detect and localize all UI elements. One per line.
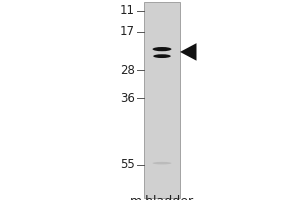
Text: 28: 28 xyxy=(120,64,135,77)
Text: 55: 55 xyxy=(120,158,135,171)
Text: 36: 36 xyxy=(120,92,135,105)
Ellipse shape xyxy=(153,54,171,58)
Bar xyxy=(144,2,180,198)
Ellipse shape xyxy=(153,47,172,51)
Text: m.bladder: m.bladder xyxy=(130,195,194,200)
Text: 17: 17 xyxy=(120,25,135,38)
Ellipse shape xyxy=(153,162,172,164)
Text: 11: 11 xyxy=(120,4,135,17)
Polygon shape xyxy=(180,43,196,61)
